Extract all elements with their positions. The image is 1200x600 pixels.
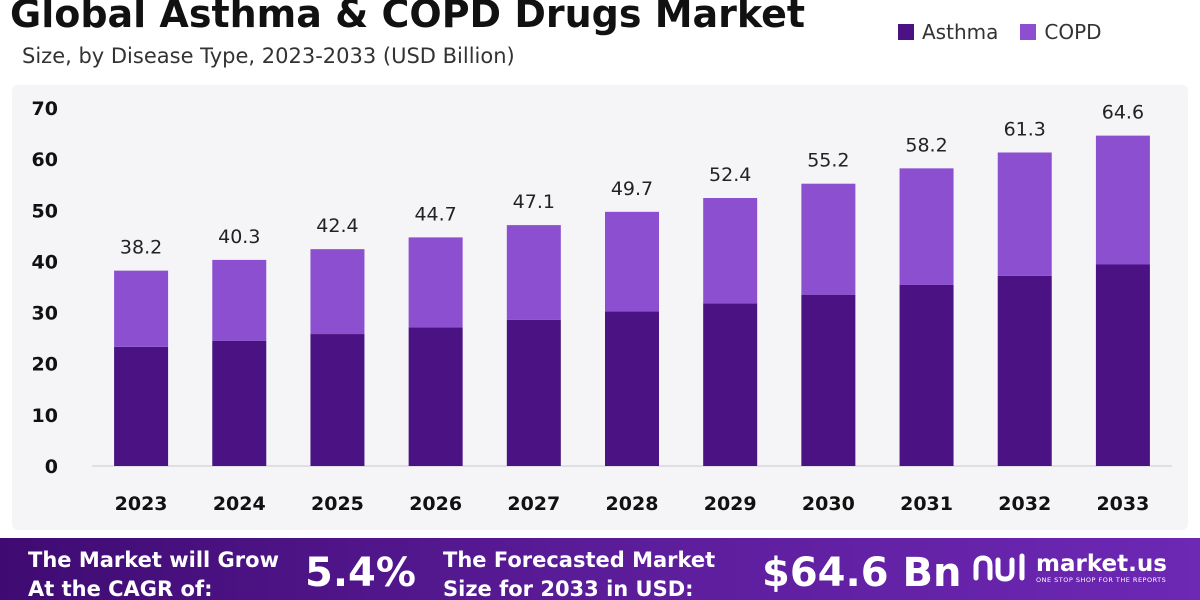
bar-asthma-2032 bbox=[997, 275, 1052, 466]
y-tick-label: 60 bbox=[32, 149, 58, 171]
cagr-label: The Market will Grow At the CAGR of: bbox=[28, 546, 279, 600]
chart-title: Global Asthma & COPD Drugs Market bbox=[10, 0, 806, 36]
market-us-logo: market.us ONE STOP SHOP FOR THE REPORTS bbox=[972, 552, 1167, 585]
legend-label-copd: COPD bbox=[1044, 20, 1102, 44]
total-label-2025: 42.4 bbox=[316, 215, 358, 237]
bar-copd-2025 bbox=[310, 249, 365, 335]
bar-asthma-2033 bbox=[1095, 264, 1150, 466]
total-label-2028: 49.7 bbox=[611, 178, 653, 200]
bar-asthma-2023 bbox=[114, 346, 169, 466]
x-tick-label-2033: 2033 bbox=[1096, 493, 1149, 515]
forecast-label-line1: The Forecasted Market bbox=[443, 548, 716, 572]
bar-asthma-2031 bbox=[899, 284, 954, 466]
bar-copd-2027 bbox=[506, 225, 561, 320]
chart-subtitle: Size, by Disease Type, 2023-2033 (USD Bi… bbox=[22, 44, 515, 68]
x-tick-label-2028: 2028 bbox=[606, 493, 659, 515]
bar-asthma-2024 bbox=[212, 340, 267, 466]
x-tick-label-2029: 2029 bbox=[704, 493, 757, 515]
cagr-label-line1: The Market will Grow bbox=[28, 548, 279, 572]
x-tick-label-2031: 2031 bbox=[900, 493, 953, 515]
y-tick-label: 50 bbox=[32, 200, 58, 222]
footer-banner: The Market will Grow At the CAGR of: 5.4… bbox=[0, 538, 1200, 600]
y-tick-label: 10 bbox=[32, 405, 58, 427]
x-tick-label-2032: 2032 bbox=[998, 493, 1051, 515]
x-tick-label-2030: 2030 bbox=[802, 493, 855, 515]
x-tick-label-2023: 2023 bbox=[115, 493, 168, 515]
total-label-2033: 64.6 bbox=[1102, 102, 1144, 124]
bar-asthma-2028 bbox=[605, 311, 659, 466]
total-label-2030: 55.2 bbox=[807, 150, 849, 172]
legend-item-copd: COPD bbox=[1020, 20, 1102, 44]
total-label-2026: 44.7 bbox=[414, 203, 456, 225]
total-label-2023: 38.2 bbox=[120, 237, 162, 259]
bar-asthma-2025 bbox=[310, 334, 365, 466]
forecast-value: $64.6 Bn bbox=[762, 550, 962, 596]
legend-item-asthma: Asthma bbox=[898, 20, 998, 44]
x-tick-label-2027: 2027 bbox=[507, 493, 560, 515]
legend-swatch-copd bbox=[1020, 24, 1037, 40]
logo-name: market.us bbox=[1036, 551, 1167, 577]
legend-swatch-asthma bbox=[898, 24, 914, 40]
x-tick-label-2025: 2025 bbox=[311, 493, 364, 515]
bar-copd-2033 bbox=[1095, 135, 1150, 265]
bar-copd-2031 bbox=[899, 168, 954, 285]
logo-tagline: ONE STOP SHOP FOR THE REPORTS bbox=[1036, 576, 1167, 584]
bar-chart: 01020304050607038.2202340.3202442.420254… bbox=[32, 98, 1172, 515]
total-label-2031: 58.2 bbox=[905, 134, 947, 156]
y-tick-label: 30 bbox=[32, 303, 58, 325]
chart-panel: 0 10 20 30 40 50 60 70 38.2 2023 40.3 2024 42.4 2025 4… bbox=[12, 85, 1188, 530]
total-label-2032: 61.3 bbox=[1004, 118, 1046, 140]
cagr-label-line2: At the CAGR of: bbox=[28, 577, 213, 600]
y-tick-label: 0 bbox=[45, 456, 58, 478]
x-tick-label-2026: 2026 bbox=[409, 493, 462, 515]
y-tick-label: 40 bbox=[32, 251, 58, 273]
bar-asthma-2029 bbox=[703, 303, 758, 466]
bar-asthma-2027 bbox=[506, 319, 561, 466]
forecast-label: The Forecasted Market Size for 2033 in U… bbox=[443, 546, 715, 600]
bar-asthma-2026 bbox=[408, 327, 463, 466]
total-label-2027: 47.1 bbox=[513, 191, 555, 213]
y-tick-label: 20 bbox=[32, 354, 58, 376]
logo-text: market.us ONE STOP SHOP FOR THE REPORTS bbox=[1036, 552, 1167, 585]
bar-copd-2024 bbox=[212, 259, 267, 341]
x-tick-label-2024: 2024 bbox=[213, 493, 266, 515]
total-label-2024: 40.3 bbox=[218, 226, 260, 248]
cagr-value: 5.4% bbox=[305, 550, 416, 596]
y-tick-label: 70 bbox=[32, 98, 58, 120]
market-us-logo-icon bbox=[973, 553, 1025, 582]
total-label-2029: 52.4 bbox=[709, 164, 751, 186]
bar-copd-2030 bbox=[801, 183, 856, 295]
bar-asthma-2030 bbox=[801, 294, 856, 466]
legend-label-asthma: Asthma bbox=[922, 20, 999, 44]
bar-copd-2023 bbox=[114, 270, 169, 347]
bar-copd-2029 bbox=[703, 198, 758, 304]
forecast-label-line2: Size for 2033 in USD: bbox=[443, 577, 694, 600]
chart-legend: Asthma COPD bbox=[898, 18, 1102, 46]
bar-copd-2032 bbox=[997, 152, 1052, 276]
bar-copd-2026 bbox=[408, 237, 463, 328]
bar-copd-2028 bbox=[605, 211, 659, 312]
